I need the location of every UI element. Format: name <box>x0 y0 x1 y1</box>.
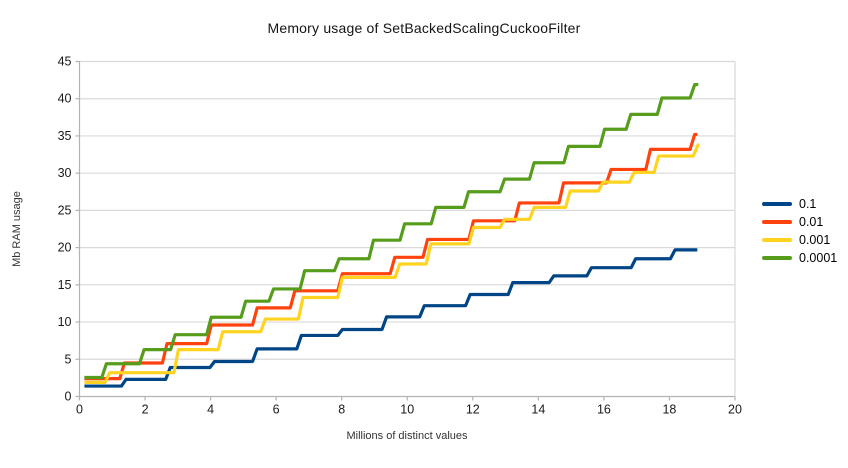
x-tick-label-6: 6 <box>273 403 280 417</box>
series-line-0.1 <box>84 248 698 388</box>
series-line-0.0001 <box>84 82 699 380</box>
x-tick-label-14: 14 <box>531 403 545 417</box>
legend-label: 0.1 <box>799 197 817 211</box>
legend-entry-0.0001: 0.0001 <box>762 252 837 264</box>
x-tick-label-0: 0 <box>76 403 83 417</box>
y-tick-label-10: 10 <box>58 315 72 329</box>
y-tick-label-40: 40 <box>58 92 72 106</box>
legend-swatch-line <box>762 255 792 261</box>
y-tick-label-0: 0 <box>65 390 72 404</box>
legend-label: 0.01 <box>799 215 824 229</box>
legend-swatch-line <box>762 237 792 243</box>
x-tick-label-2: 2 <box>142 403 149 417</box>
legend-swatch-line <box>762 219 792 225</box>
y-tick-label-30: 30 <box>58 166 72 180</box>
x-tick-label-10: 10 <box>400 403 414 417</box>
legend-entry-0.1: 0.1 <box>762 198 837 210</box>
x-tick-label-20: 20 <box>728 403 742 417</box>
x-tick-label-4: 4 <box>207 403 214 417</box>
chart-title: Memory usage of SetBackedScalingCuckooFi… <box>267 20 581 36</box>
x-axis-title: Millions of distinct values <box>346 430 468 442</box>
legend-label: 0.0001 <box>799 251 838 265</box>
legend-label: 0.001 <box>799 233 831 247</box>
y-tick-label-25: 25 <box>58 203 72 217</box>
legend-swatch-line <box>762 201 792 207</box>
x-tick-label-16: 16 <box>597 403 611 417</box>
x-tick-label-12: 12 <box>466 403 480 417</box>
y-tick-label-45: 45 <box>58 55 72 69</box>
y-tick-label-5: 5 <box>65 352 72 366</box>
y-tick-label-15: 15 <box>58 278 72 292</box>
x-tick-label-18: 18 <box>662 403 676 417</box>
series-line-0.001 <box>84 143 700 384</box>
legend-entry-0.001: 0.001 <box>762 234 837 246</box>
legend-entry-0.01: 0.01 <box>762 216 837 228</box>
y-tick-label-20: 20 <box>58 241 72 255</box>
y-tick-label-35: 35 <box>58 129 72 143</box>
legend: 0.1 0.01 0.001 0.0001 <box>762 198 837 264</box>
x-tick-label-8: 8 <box>338 403 345 417</box>
series-line-0.01 <box>84 132 698 381</box>
